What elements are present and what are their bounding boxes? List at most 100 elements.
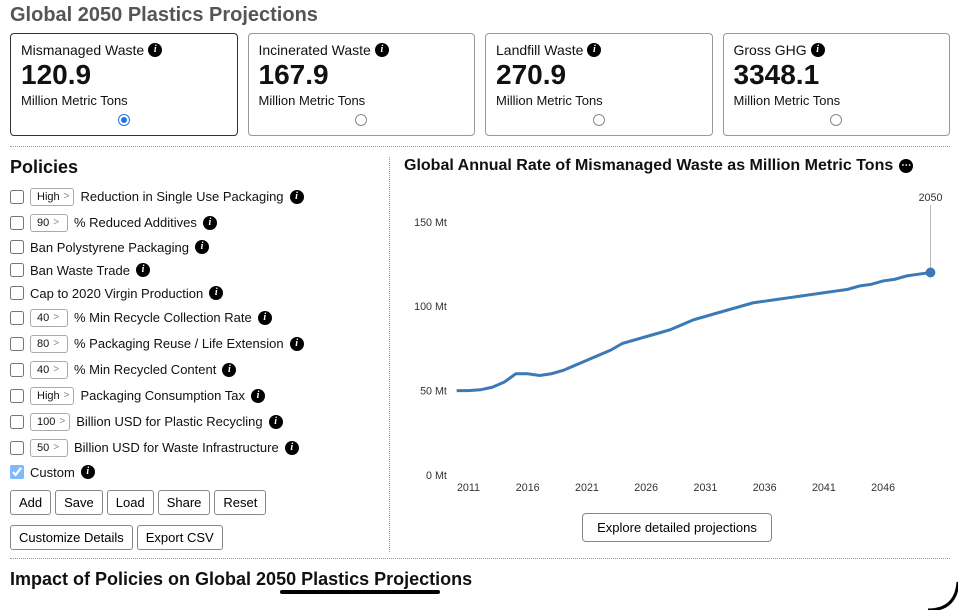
save-button[interactable]: Save (55, 490, 103, 515)
y-tick-label: 100 Mt (414, 301, 447, 313)
policy-row-6: 80> % Packaging Reuse / Life Extension i (10, 335, 379, 353)
x-tick-label: 2016 (516, 482, 540, 494)
policies-title: Policies (10, 157, 379, 178)
chevron-right-icon: > (64, 191, 70, 202)
policy-checkbox[interactable] (10, 190, 24, 204)
policy-checkbox[interactable] (10, 415, 24, 429)
metric-unit: Million Metric Tons (21, 93, 227, 108)
chat-icon[interactable]: ⋯ (899, 159, 913, 173)
scrollbar-handle[interactable] (280, 590, 440, 594)
policy-buttons-row-1: AddSaveLoadShareReset (10, 490, 379, 515)
info-icon[interactable]: i (203, 216, 217, 230)
policy-checkbox[interactable] (10, 389, 24, 403)
metric-cards-row: Mismanaged Waste i120.9Million Metric To… (10, 33, 950, 147)
info-icon[interactable]: i (290, 337, 304, 351)
policy-checkbox[interactable] (10, 465, 24, 479)
info-icon[interactable]: i (222, 363, 236, 377)
metric-radio[interactable] (593, 114, 605, 126)
policy-label: % Min Recycle Collection Rate (74, 310, 252, 325)
policy-value-chip[interactable]: 50> (30, 439, 68, 457)
y-tick-label: 150 Mt (414, 217, 447, 229)
policy-label: Billion USD for Waste Infrastructure (74, 440, 279, 455)
policy-label: Cap to 2020 Virgin Production (30, 286, 203, 301)
policy-label: Ban Waste Trade (30, 263, 130, 278)
policy-label: % Packaging Reuse / Life Extension (74, 336, 284, 351)
policy-label: Reduction in Single Use Packaging (80, 189, 283, 204)
policy-checkbox[interactable] (10, 337, 24, 351)
x-tick-label: 2046 (871, 482, 895, 494)
export-csv-button[interactable]: Export CSV (137, 525, 223, 550)
info-icon[interactable]: i (148, 43, 162, 57)
page-top-title: Global 2050 Plastics Projections (10, 0, 950, 33)
corner-decoration (928, 580, 958, 610)
info-icon[interactable]: i (587, 43, 601, 57)
policy-value-chip[interactable]: 100> (30, 413, 70, 431)
info-icon[interactable]: i (290, 190, 304, 204)
y-tick-label: 50 Mt (420, 385, 447, 397)
policy-value-chip[interactable]: 90> (30, 214, 68, 232)
policy-checkbox[interactable] (10, 441, 24, 455)
customize-details-button[interactable]: Customize Details (10, 525, 133, 550)
x-tick-label: 2011 (457, 482, 480, 494)
policy-label: % Reduced Additives (74, 215, 197, 230)
info-icon[interactable]: i (285, 441, 299, 455)
info-icon[interactable]: i (251, 389, 265, 403)
policy-checkbox[interactable] (10, 263, 24, 277)
policy-row-10: 50>Billion USD for Waste Infrastructure … (10, 439, 379, 457)
policy-checkbox[interactable] (10, 286, 24, 300)
policy-label: Custom (30, 465, 75, 480)
info-icon[interactable]: i (811, 43, 825, 57)
metric-card-0[interactable]: Mismanaged Waste i120.9Million Metric To… (10, 33, 238, 136)
policy-label: Packaging Consumption Tax (80, 388, 245, 403)
x-tick-label: 2021 (575, 482, 599, 494)
policy-value-chip[interactable]: 40> (30, 361, 68, 379)
chevron-right-icon: > (53, 217, 59, 228)
policy-value-chip[interactable]: High> (30, 387, 74, 405)
policy-label: Billion USD for Plastic Recycling (76, 414, 262, 429)
x-tick-label: 2041 (812, 482, 836, 494)
info-icon[interactable]: i (269, 415, 283, 429)
info-icon[interactable]: i (375, 43, 389, 57)
metric-card-2[interactable]: Landfill Waste i270.9Million Metric Tons (485, 33, 713, 136)
info-icon[interactable]: i (195, 240, 209, 254)
info-icon[interactable]: i (209, 286, 223, 300)
x-tick-label: 2026 (634, 482, 658, 494)
policy-value-chip[interactable]: 40> (30, 309, 68, 327)
metric-card-1[interactable]: Incinerated Waste i167.9Million Metric T… (248, 33, 476, 136)
policy-checkbox[interactable] (10, 311, 24, 325)
add-button[interactable]: Add (10, 490, 51, 515)
policy-value-chip[interactable]: 80> (30, 335, 68, 353)
metric-card-3[interactable]: Gross GHG i3348.1Million Metric Tons (723, 33, 951, 136)
policy-row-1: 90> % Reduced Additives i (10, 214, 379, 232)
metric-value: 270.9 (496, 60, 702, 91)
metric-radio[interactable] (118, 114, 130, 126)
metric-radio[interactable] (355, 114, 367, 126)
policy-checkbox[interactable] (10, 240, 24, 254)
chart-line (457, 272, 931, 390)
info-icon[interactable]: i (258, 311, 272, 325)
chart-end-label: 2050 (919, 192, 943, 204)
policy-value-chip[interactable]: High> (30, 188, 74, 206)
chart-panel: Global Annual Rate of Mismanaged Waste a… (400, 157, 950, 552)
chevron-right-icon: > (53, 442, 59, 453)
metric-value: 167.9 (259, 60, 465, 91)
x-tick-label: 2036 (753, 482, 777, 494)
info-icon[interactable]: i (136, 263, 150, 277)
policy-row-0: High> Reduction in Single Use Packaging i (10, 188, 379, 206)
policy-checkbox[interactable] (10, 363, 24, 377)
line-chart: 0 Mt50 Mt100 Mt150 Mt2011201620212026203… (404, 185, 950, 505)
load-button[interactable]: Load (107, 490, 154, 515)
explore-detailed-button[interactable]: Explore detailed projections (582, 513, 772, 542)
chevron-right-icon: > (59, 416, 65, 427)
policy-row-2: Ban Polystyrene Packaging i (10, 240, 379, 255)
metric-radio[interactable] (830, 114, 842, 126)
metric-label: Gross GHG i (734, 42, 940, 58)
share-button[interactable]: Share (158, 490, 211, 515)
bottom-section-title-text: Impact of Policies on Global 2050 Plasti… (10, 569, 472, 589)
reset-button[interactable]: Reset (214, 490, 266, 515)
chevron-right-icon: > (53, 312, 59, 323)
policy-row-8: High> Packaging Consumption Tax i (10, 387, 379, 405)
chevron-right-icon: > (64, 390, 70, 401)
info-icon[interactable]: i (81, 465, 95, 479)
policy-checkbox[interactable] (10, 216, 24, 230)
